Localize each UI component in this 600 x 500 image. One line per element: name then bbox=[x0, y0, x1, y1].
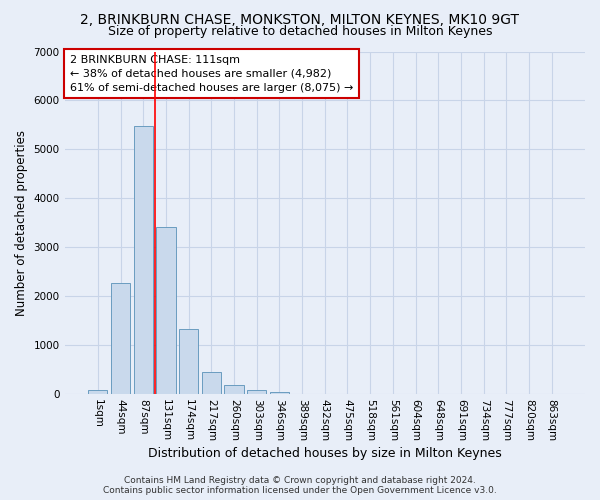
Text: Contains HM Land Registry data © Crown copyright and database right 2024.
Contai: Contains HM Land Registry data © Crown c… bbox=[103, 476, 497, 495]
Bar bbox=[156, 227, 176, 394]
Bar bbox=[111, 283, 130, 395]
Bar bbox=[179, 329, 198, 394]
Y-axis label: Number of detached properties: Number of detached properties bbox=[15, 130, 28, 316]
Bar bbox=[224, 385, 244, 394]
Text: Size of property relative to detached houses in Milton Keynes: Size of property relative to detached ho… bbox=[108, 25, 492, 38]
Bar bbox=[88, 390, 107, 394]
Text: 2, BRINKBURN CHASE, MONKSTON, MILTON KEYNES, MK10 9GT: 2, BRINKBURN CHASE, MONKSTON, MILTON KEY… bbox=[80, 12, 520, 26]
Bar bbox=[247, 390, 266, 394]
Text: 2 BRINKBURN CHASE: 111sqm
← 38% of detached houses are smaller (4,982)
61% of se: 2 BRINKBURN CHASE: 111sqm ← 38% of detac… bbox=[70, 55, 353, 93]
Bar bbox=[134, 126, 153, 394]
Bar bbox=[270, 392, 289, 394]
Bar bbox=[202, 372, 221, 394]
X-axis label: Distribution of detached houses by size in Milton Keynes: Distribution of detached houses by size … bbox=[148, 447, 502, 460]
